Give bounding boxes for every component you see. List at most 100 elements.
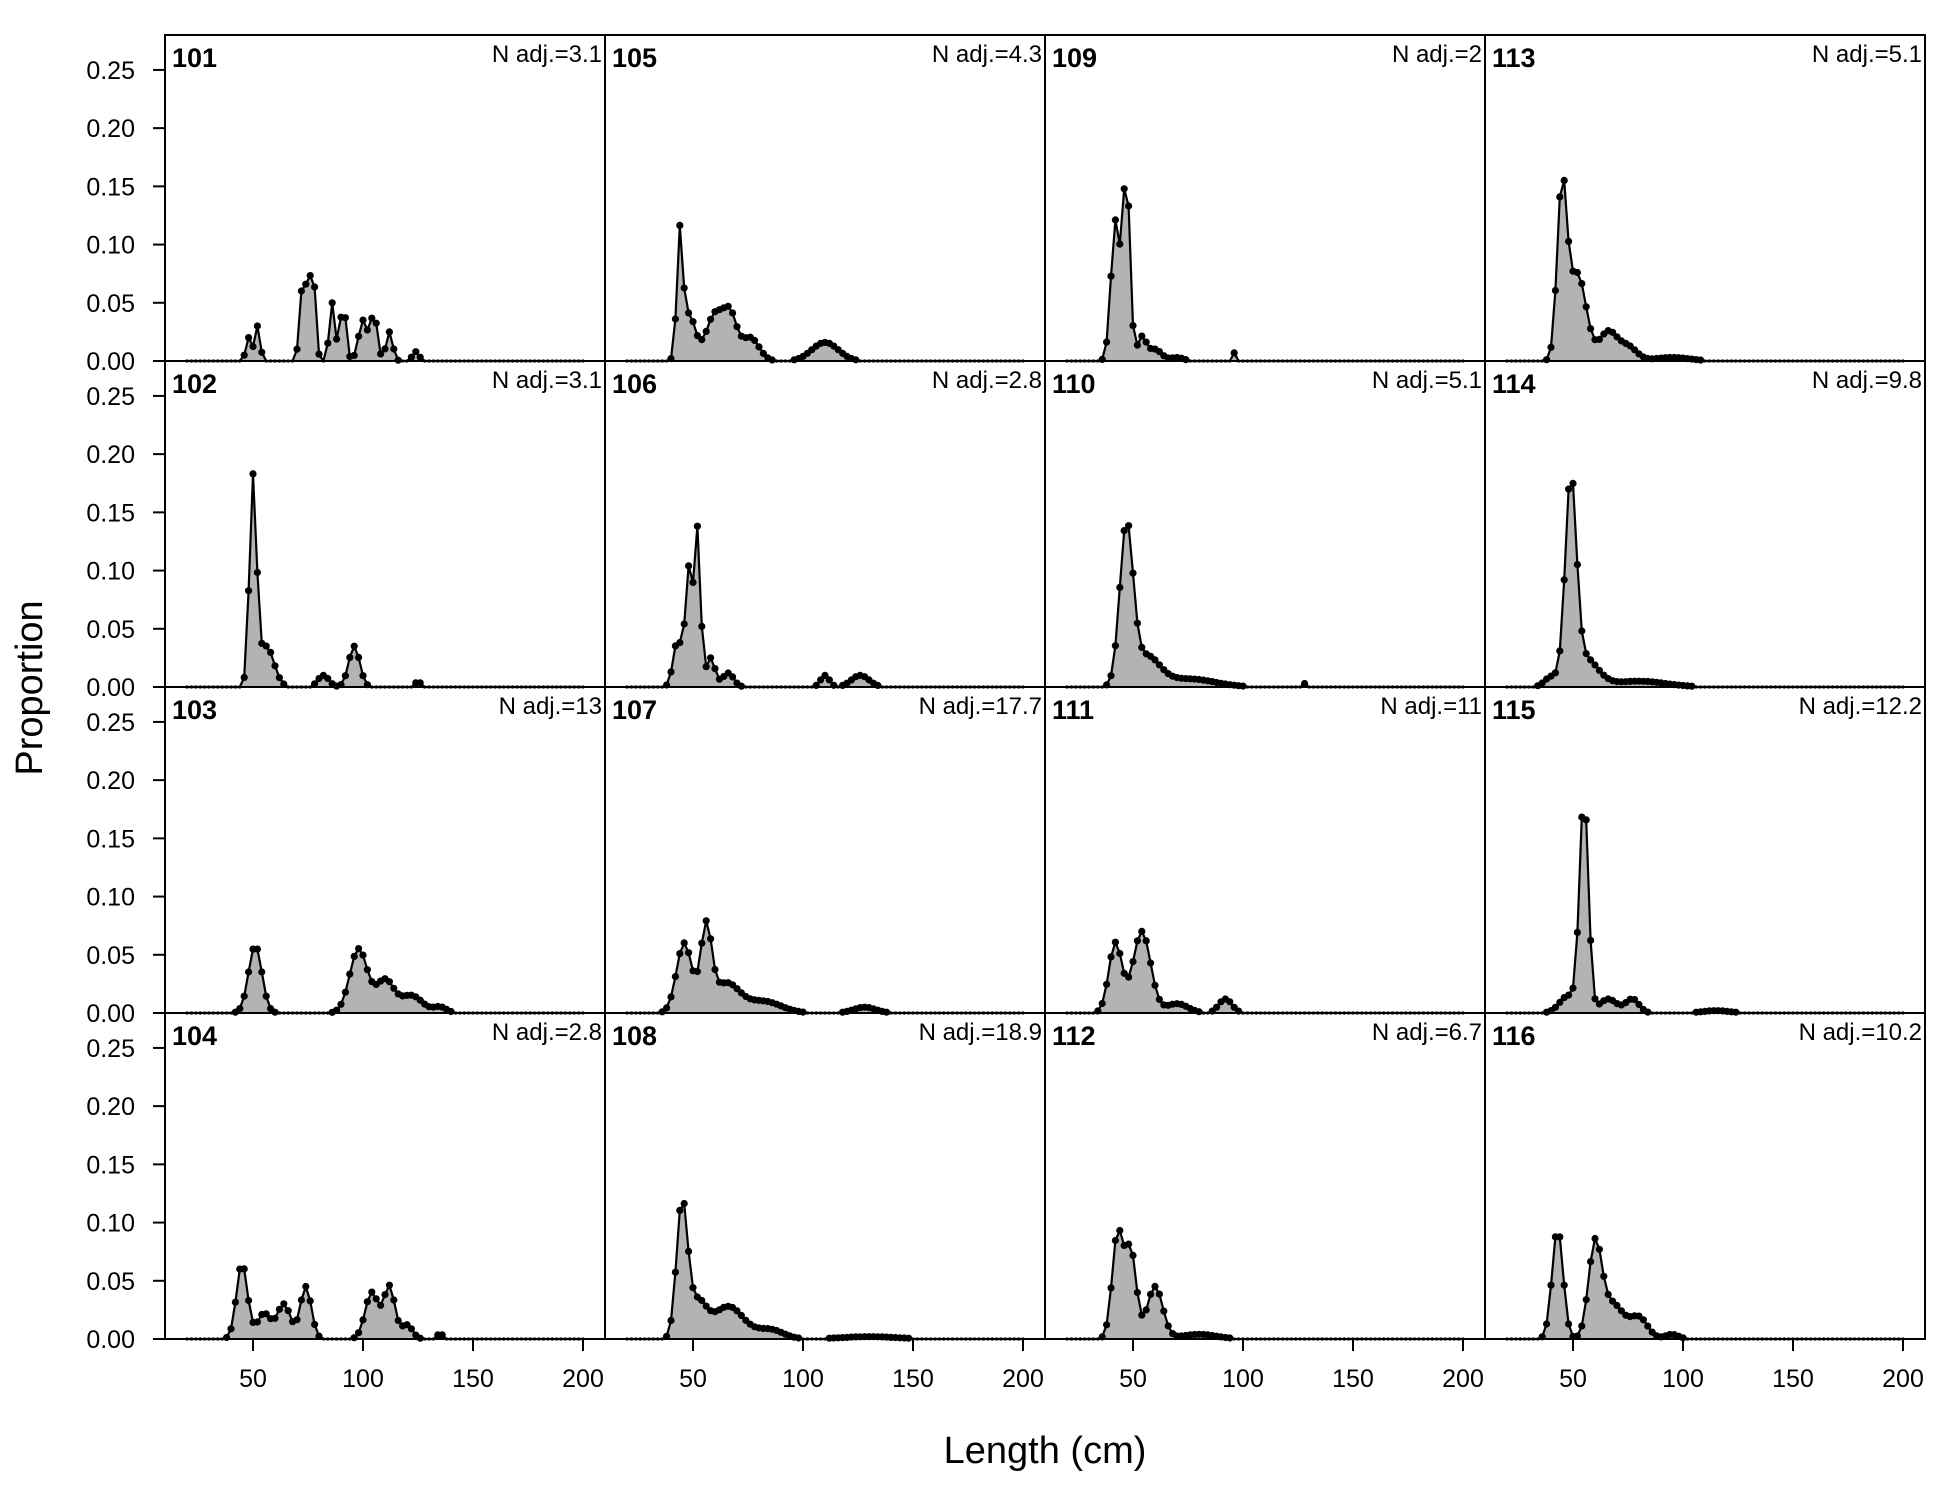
panel-111: 111 N adj.=11: [1044, 686, 1486, 1016]
data-point: [447, 1007, 455, 1016]
data-point: [359, 672, 367, 680]
panel-id-label: 104: [172, 1021, 217, 1051]
data-point: [372, 319, 380, 327]
n-adj-label: N adj.=2.8: [492, 1019, 602, 1046]
y-tick-label: 0.10: [86, 558, 135, 586]
data-point: [253, 945, 261, 953]
data-point: [407, 353, 415, 361]
panel-id-label: 110: [1052, 369, 1096, 399]
panel-frame: [164, 34, 606, 362]
data-point: [372, 1295, 380, 1303]
y-tick-label: 0.00: [86, 1326, 135, 1354]
data-point: [302, 1282, 310, 1291]
data-point: [1133, 341, 1141, 349]
panel-id-label: 108: [612, 1021, 657, 1051]
data-point: [293, 1316, 301, 1324]
distribution-area: [1067, 931, 1463, 1013]
data-point: [1582, 816, 1590, 824]
data-point: [1565, 237, 1573, 245]
panel-107: 107 N adj.=17.7: [604, 686, 1046, 1016]
data-point: [1565, 991, 1573, 999]
panel-108: 108 N adj.=18.9: [604, 1012, 1046, 1342]
data-point: [368, 1288, 376, 1296]
data-point: [1301, 679, 1309, 688]
panel-frame: [164, 1012, 606, 1340]
data-point: [676, 221, 684, 229]
panel-id-label: 113: [1492, 43, 1536, 73]
data-point: [733, 323, 741, 331]
data-point: [1125, 522, 1133, 530]
data-point: [1133, 1288, 1141, 1297]
data-point: [1111, 216, 1119, 224]
panel-frame: [604, 360, 1046, 688]
data-point: [1573, 1332, 1581, 1340]
data-point: [1107, 672, 1115, 680]
data-point: [1587, 325, 1595, 333]
data-point: [1151, 981, 1159, 989]
panel-id-label: 114: [1492, 369, 1536, 399]
data-point: [1147, 959, 1155, 967]
data-point: [363, 966, 371, 974]
data-point: [685, 309, 693, 317]
data-point: [825, 676, 833, 684]
n-adj-label: N adj.=12.2: [1799, 693, 1922, 720]
data-point: [1582, 1296, 1590, 1304]
data-point: [284, 1307, 292, 1315]
data-point: [1595, 666, 1603, 674]
panel-106: 106 N adj.=2.8: [604, 360, 1046, 690]
data-point: [350, 952, 358, 960]
data-point: [702, 663, 710, 671]
x-tick-label: 100: [1662, 1365, 1704, 1393]
data-point: [1116, 1226, 1124, 1235]
data-point: [1551, 1003, 1559, 1011]
data-point: [311, 1320, 319, 1328]
data-point: [1578, 627, 1586, 635]
data-point: [1560, 576, 1568, 584]
data-point: [698, 622, 706, 630]
panel-frame: [604, 686, 1046, 1014]
data-point: [1543, 1320, 1551, 1328]
data-point: [306, 1297, 314, 1305]
panel-id-label: 105: [612, 43, 657, 73]
y-tick-label: 0.25: [86, 383, 135, 411]
data-point: [676, 950, 684, 958]
panel-id-label: 116: [1492, 1021, 1536, 1051]
panel-113: 113 N adj.=5.1: [1484, 34, 1926, 364]
y-tick-label: 0.00: [86, 348, 135, 376]
data-point: [1573, 928, 1581, 936]
n-adj-label: N adj.=2.8: [932, 367, 1042, 394]
data-point: [1609, 1297, 1617, 1305]
data-point: [1103, 980, 1111, 988]
data-point: [1556, 1233, 1564, 1241]
y-tick-label: 0.15: [86, 1151, 135, 1179]
data-point: [311, 680, 319, 688]
data-point: [702, 327, 710, 335]
data-point: [240, 992, 248, 1000]
data-point: [1125, 202, 1133, 210]
data-point: [258, 968, 266, 976]
data-point: [262, 1310, 270, 1318]
data-point: [240, 351, 248, 359]
data-point: [385, 328, 393, 336]
data-point: [1613, 1301, 1621, 1310]
data-point: [438, 1331, 446, 1339]
data-point: [667, 993, 675, 1001]
data-point: [1133, 619, 1141, 627]
data-point: [707, 654, 715, 662]
panel-frame: [1044, 360, 1486, 688]
data-point: [1578, 280, 1586, 288]
data-point: [1129, 569, 1137, 577]
n-adj-label: N adj.=11: [1380, 693, 1482, 720]
x-tick-label: 200: [1882, 1365, 1924, 1393]
y-tick-label: 0.00: [86, 674, 135, 702]
data-point: [245, 968, 253, 976]
data-point: [1151, 656, 1159, 664]
data-point: [1142, 937, 1150, 945]
panel-102: 102 N adj.=3.1: [164, 360, 606, 690]
panel-104: 104 N adj.=2.8: [164, 1012, 606, 1342]
n-adj-label: N adj.=3.1: [492, 367, 602, 394]
panel-id-label: 111: [1052, 695, 1094, 725]
y-tick-label: 0.20: [86, 767, 135, 795]
data-point: [253, 322, 261, 330]
data-point: [1560, 1281, 1568, 1289]
